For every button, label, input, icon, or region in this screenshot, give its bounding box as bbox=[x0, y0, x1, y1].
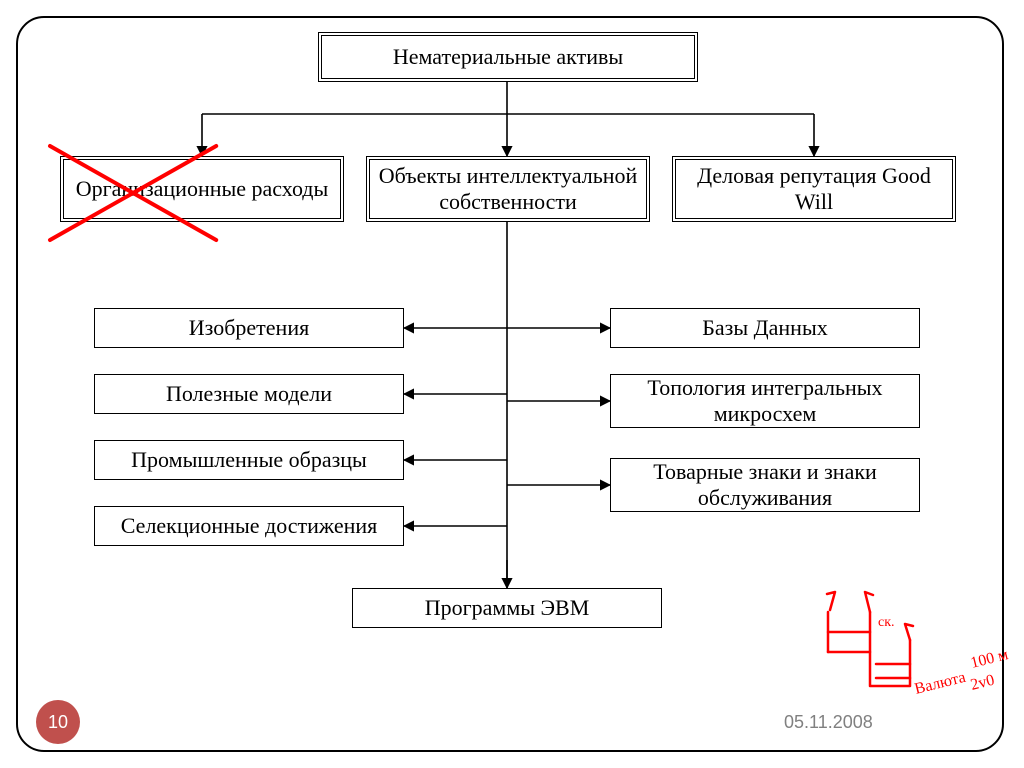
node-label: Товарные знаки и знаки обслуживания bbox=[619, 459, 911, 512]
date-stamp: 05.11.2008 bbox=[784, 712, 873, 733]
node-label: Селекционные достижения bbox=[121, 513, 378, 539]
node-label: Изобретения bbox=[189, 315, 309, 341]
node-label: Нематериальные активы bbox=[393, 44, 623, 70]
node-ip-objects: Объекты интеллектуальной собственности bbox=[366, 156, 650, 222]
node-label: Организационные расходы bbox=[76, 176, 329, 202]
node-label: Деловая репутация Good Will bbox=[684, 163, 944, 216]
node-inventions: Изобретения bbox=[94, 308, 404, 348]
node-databases: Базы Данных bbox=[610, 308, 920, 348]
date-text: 05.11.2008 bbox=[784, 712, 873, 732]
node-topology: Топология интегральных микросхем bbox=[610, 374, 920, 428]
node-goodwill: Деловая репутация Good Will bbox=[672, 156, 956, 222]
node-software: Программы ЭВМ bbox=[352, 588, 662, 628]
page-number-badge: 10 bbox=[36, 700, 80, 744]
node-label: Программы ЭВМ bbox=[425, 595, 590, 621]
node-industrial-designs: Промышленные образцы bbox=[94, 440, 404, 480]
page-number: 10 bbox=[48, 712, 68, 733]
node-label: Полезные модели bbox=[166, 381, 332, 407]
node-selection-achievements: Селекционные достижения bbox=[94, 506, 404, 546]
node-label: Топология интегральных микросхем bbox=[619, 375, 911, 428]
node-org-expenses: Организационные расходы bbox=[60, 156, 344, 222]
node-label: Базы Данных bbox=[702, 315, 827, 341]
node-root: Нематериальные активы bbox=[318, 32, 698, 82]
node-trademarks: Товарные знаки и знаки обслуживания bbox=[610, 458, 920, 512]
node-label: Объекты интеллектуальной собственности bbox=[378, 163, 638, 216]
node-useful-models: Полезные модели bbox=[94, 374, 404, 414]
node-label: Промышленные образцы bbox=[131, 447, 367, 473]
